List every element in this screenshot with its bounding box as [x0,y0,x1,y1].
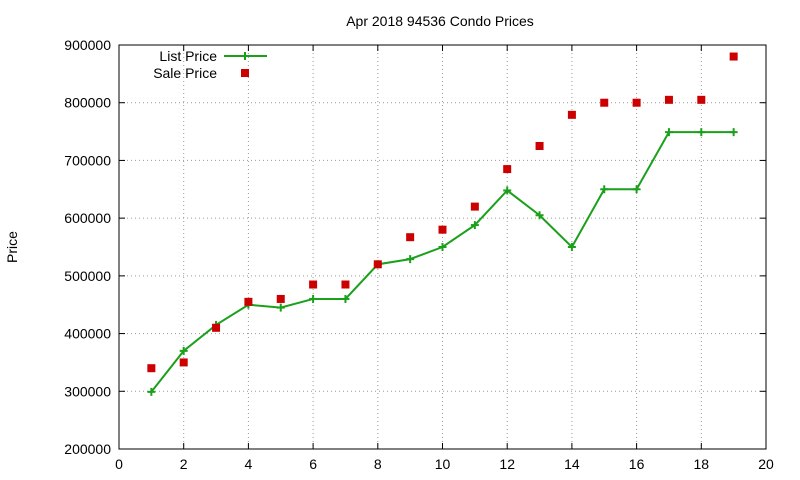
sale-price-point [470,202,479,211]
y-tick-label: 900000 [64,37,111,53]
series-list-price [147,128,738,396]
sale-price-point [212,323,221,332]
sale-price-point [276,294,285,303]
sale-price-point [341,280,350,289]
sale-price-point [373,260,382,269]
list-price-point [729,128,738,137]
sale-price-point [503,165,512,174]
x-tick-label: 20 [758,456,774,472]
x-tick-label: 0 [115,456,123,472]
list-price-point [470,221,479,230]
x-tick-label: 6 [309,456,317,472]
y-tick-label: 800000 [64,95,111,111]
sale-price-point [632,98,641,107]
list-price-point [341,294,350,303]
sale-price-point [244,297,253,306]
sale-price-point [664,95,673,104]
axis-ticks: 0 2 4 6 8 10 12 14 16 18 20 200000 300000 400000 50000… [64,37,774,472]
list-price-point [406,255,415,264]
x-tick-label: 18 [694,456,710,472]
list-price-line [150,131,734,393]
series-sale-price [147,52,738,373]
x-tick-label: 4 [245,456,253,472]
list-price-point [664,128,673,137]
y-tick-label: 500000 [64,268,111,284]
list-price-point [632,185,641,194]
sale-price-point [309,280,318,289]
list-price-point [567,243,576,251]
y-tick-label: 300000 [64,383,111,399]
legend-swatch-marker [241,69,249,77]
sale-price-point [600,98,609,107]
list-price-point [147,387,156,396]
x-tick-label: 10 [435,456,451,472]
sale-price-point [697,95,706,104]
legend-swatch-marker [241,52,249,60]
list-price-point [503,186,512,195]
chart-title: Apr 2018 94536 Condo Prices [346,13,534,29]
legend-label: List Price [159,48,217,64]
sale-price-point [729,52,738,61]
sale-price-point [147,364,156,373]
sale-price-point [567,110,576,119]
y-tick-label: 400000 [64,326,111,342]
list-price-point [535,211,544,220]
x-tick-label: 8 [374,456,382,472]
list-price-point [309,294,318,303]
y-tick-label: 200000 [64,441,111,457]
list-price-point [438,243,447,251]
list-price-point [276,303,285,312]
list-price-point [697,128,706,137]
legend-label: Sale Price [153,65,217,81]
list-price-point [179,346,188,355]
sale-price-point [535,142,544,150]
x-tick-label: 2 [180,456,188,472]
grid [119,45,766,449]
x-tick-label: 16 [629,456,645,472]
x-tick-label: 12 [499,456,515,472]
sale-price-point [438,225,447,234]
list-price-point [600,185,609,194]
y-tick-label: 600000 [64,210,111,226]
y-axis-label: Price [4,231,20,263]
sale-price-point [406,233,415,242]
y-tick-label: 700000 [64,152,111,168]
sale-price-point [179,358,188,367]
x-tick-label: 14 [564,456,580,472]
series-layer [147,52,738,396]
